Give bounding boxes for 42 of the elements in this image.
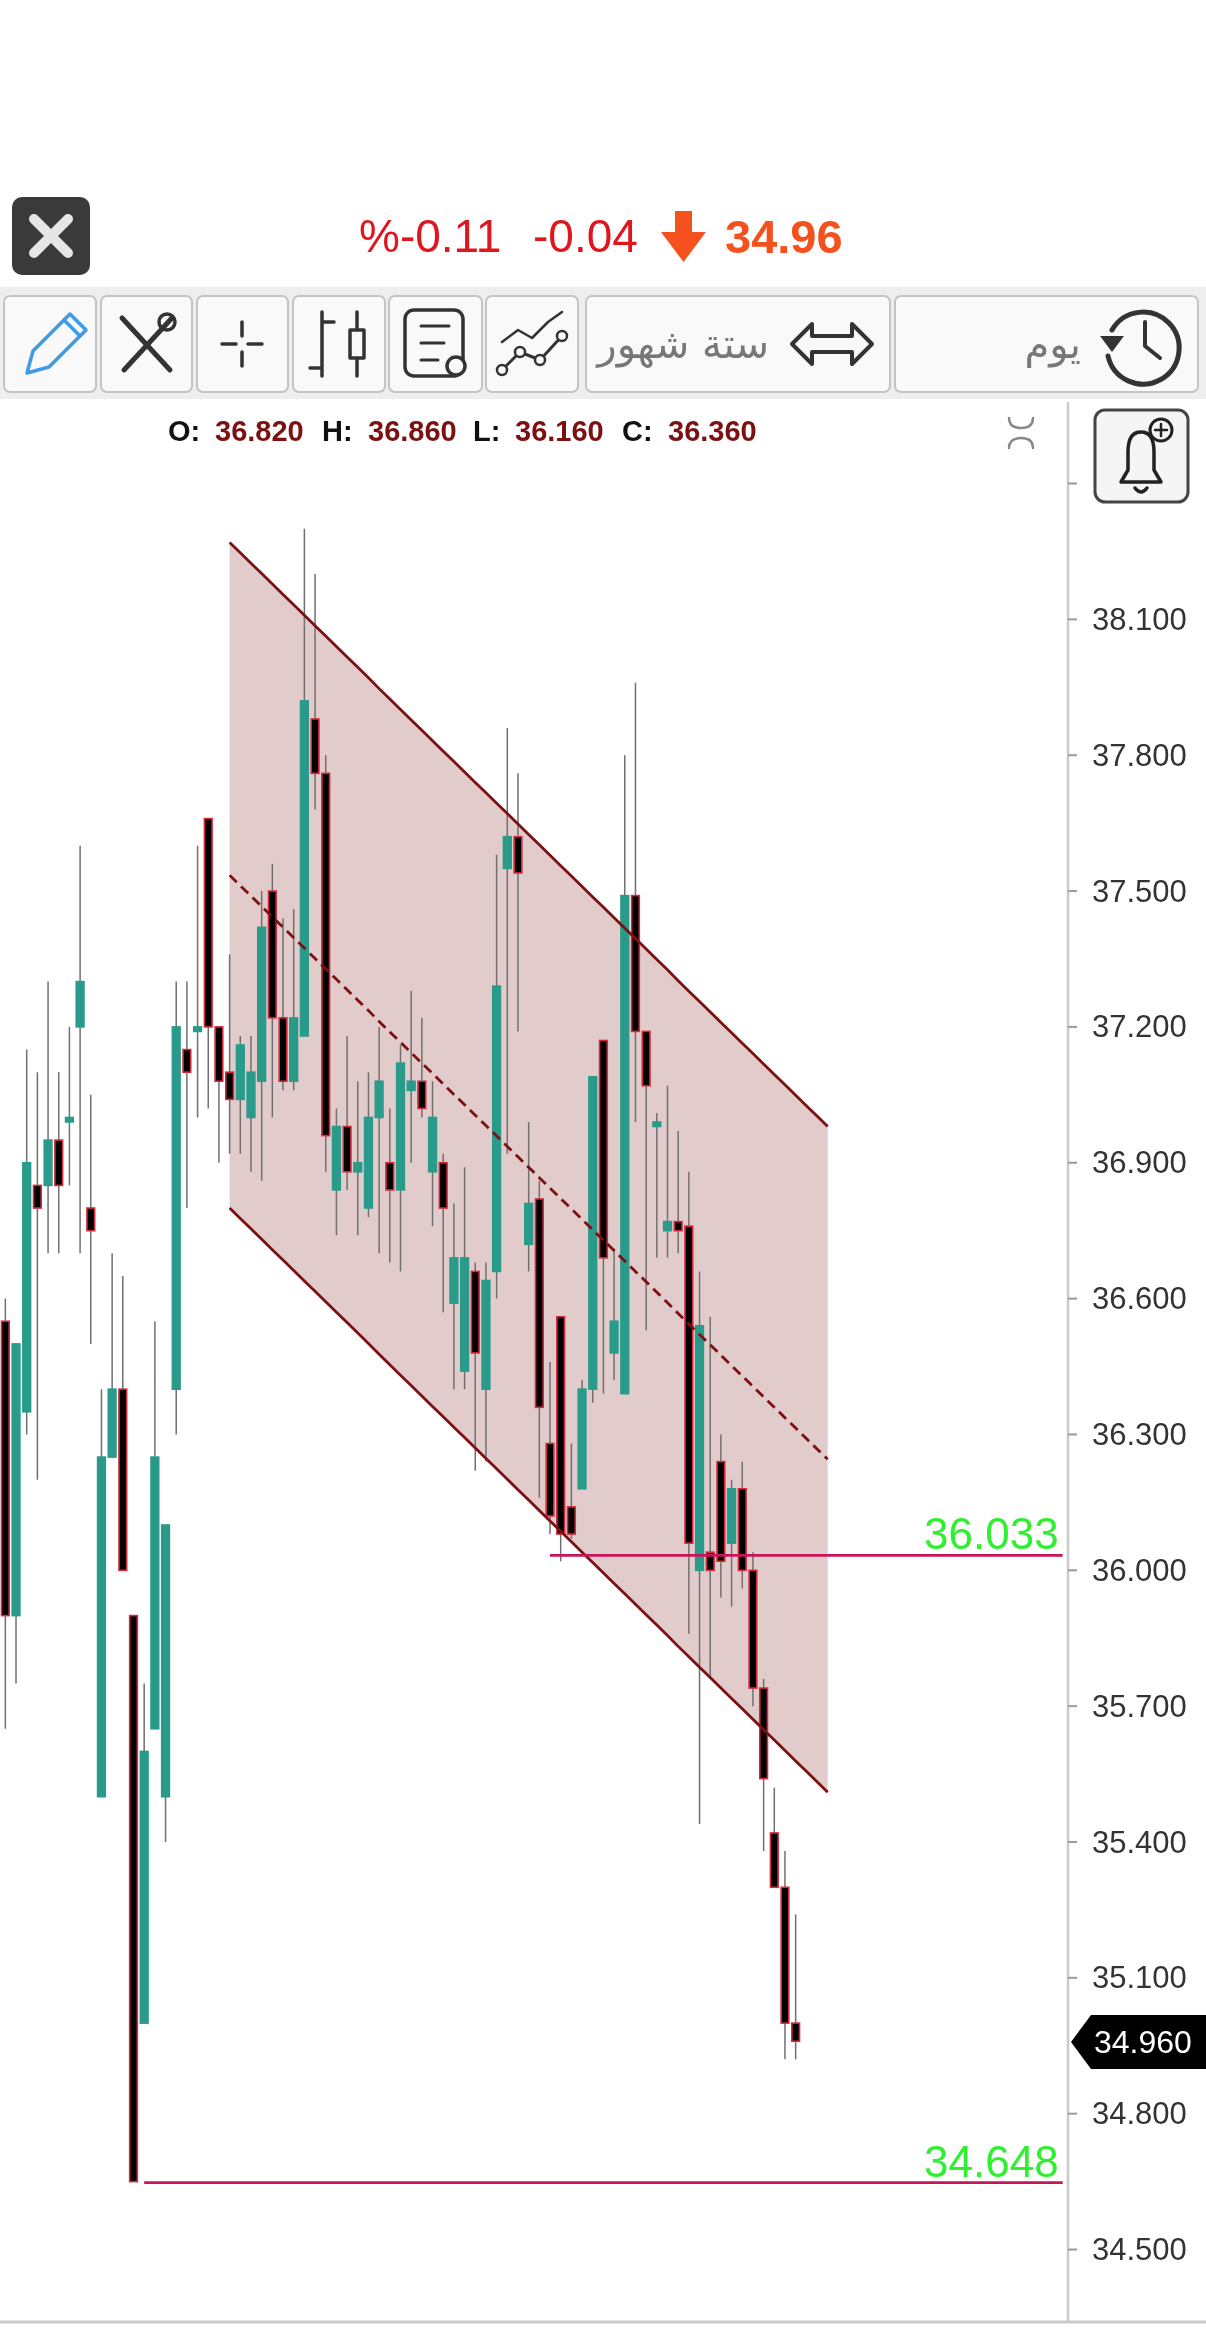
y-tick-label: 36.900 — [1092, 1145, 1187, 1181]
y-tick-label: 35.400 — [1092, 1824, 1187, 1860]
data-label: 36.033 — [924, 1509, 1059, 1559]
line-series — [228, 540, 830, 1128]
annotation: O: — [168, 415, 201, 447]
y-tick-label: 34.800 — [1092, 2096, 1187, 2132]
y-tick-label: 36.300 — [1092, 1416, 1187, 1452]
candlestick — [353, 1080, 363, 1236]
y-tick-label: 37.500 — [1092, 873, 1187, 909]
text: 34.960 — [1094, 2024, 1192, 2060]
y-tick-label: 34.500 — [1092, 2232, 1187, 2268]
line-series — [228, 873, 830, 1461]
y-tick-label: 35.100 — [1092, 1960, 1187, 1996]
y-tick-label: 36.000 — [1092, 1552, 1187, 1588]
annotation: L: — [473, 415, 501, 447]
candlestick — [182, 980, 192, 1209]
annotation: 36.820 — [215, 415, 304, 447]
line-series — [228, 1206, 830, 1794]
text: يوم — [1024, 321, 1081, 368]
candlestick — [662, 1085, 673, 1259]
y-tick-label: 35.700 — [1092, 1688, 1187, 1724]
text: 34.96 — [725, 209, 843, 263]
candlestick — [406, 989, 416, 1164]
y-tick-label: 37.200 — [1092, 1009, 1187, 1045]
candlestick — [32, 1071, 43, 1481]
y-tick-label: 38.100 — [1092, 601, 1187, 637]
annotation: 36.360 — [668, 415, 757, 447]
text: ستة شهور — [595, 321, 769, 368]
annotation: 36.860 — [368, 415, 457, 447]
candlestick — [652, 1112, 662, 1259]
candlestick — [86, 1094, 96, 1345]
text: -0.04 — [533, 210, 638, 262]
candlestick — [64, 1026, 75, 1187]
y-tick-label: 37.800 — [1092, 737, 1187, 773]
annotation: H: — [322, 415, 353, 447]
candlestick — [502, 727, 512, 1155]
text: %-0.11 — [359, 210, 502, 262]
annotation: C: — [622, 415, 653, 447]
data-label: 34.648 — [924, 2136, 1059, 2186]
y-tick-label: 36.600 — [1092, 1281, 1187, 1317]
candlestick — [192, 845, 203, 1119]
annotation: 36.160 — [515, 415, 604, 447]
